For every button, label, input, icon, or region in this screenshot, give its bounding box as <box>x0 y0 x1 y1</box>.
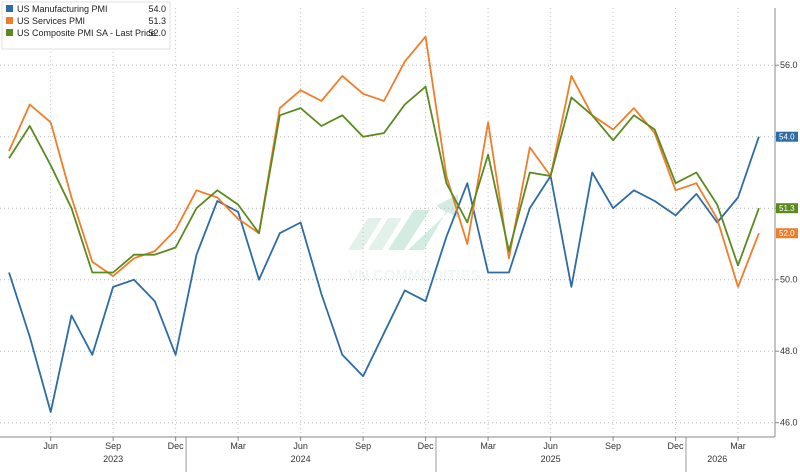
last-price-tag: 52.0 <box>776 228 798 239</box>
series-line-2 <box>8 35 760 288</box>
last-price-tag-bg <box>776 131 798 142</box>
last-price-tag: 51.3 <box>776 203 798 214</box>
last-price-tag: 54.0 <box>776 131 798 142</box>
y-tick-label: 50.0 <box>780 275 798 285</box>
series-line-3 <box>8 85 760 274</box>
y-tick-label: 56.0 <box>780 60 798 70</box>
last-price-tag-label: 54.0 <box>779 133 795 142</box>
x-tick-label: Dec <box>168 441 185 451</box>
watermark-text: VN COMMODITIES <box>348 267 481 284</box>
legend-series-value: 54.0 <box>148 4 166 14</box>
legend: US Manufacturing PMI 54.0 US Services PMI 5… <box>1 1 171 50</box>
x-tick-label: Sep <box>105 441 121 451</box>
watermark-logo: VN COMMODITIES <box>348 194 481 284</box>
legend-series-value: 52.0 <box>148 28 166 38</box>
x-tick-label: Sep <box>355 441 371 451</box>
x-tick-label: Dec <box>418 441 435 451</box>
last-price-tag-label: 51.3 <box>779 204 795 213</box>
x-tick-label: Jun <box>293 441 308 451</box>
x-tick-label: Mar <box>480 441 496 451</box>
x-tick-label: Jun <box>43 441 58 451</box>
x-tick-label: Sep <box>605 441 621 451</box>
y-tick-label: 46.0 <box>780 418 798 428</box>
last-price-tag-bg <box>776 203 798 214</box>
legend-series-value: 51.3 <box>148 16 166 26</box>
legend-box <box>1 1 171 50</box>
year-label: 2026 <box>707 454 727 464</box>
year-label: 2025 <box>541 454 561 464</box>
legend-series-name: US Composite PMI SA - Last Price <box>17 28 156 38</box>
legend-swatch <box>6 29 13 36</box>
y-tick-label: 48.0 <box>780 346 798 356</box>
legend-series-name: US Services PMI <box>17 16 85 26</box>
year-label: 2024 <box>291 454 311 464</box>
x-tick-label: Mar <box>730 441 746 451</box>
legend-swatch <box>6 5 13 12</box>
watermark-logo-mark <box>348 194 458 250</box>
legend-series-name: US Manufacturing PMI <box>17 4 108 14</box>
x-tick-label: Dec <box>668 441 685 451</box>
series-line-1 <box>8 136 760 413</box>
last-price-tag-label: 52.0 <box>779 229 795 238</box>
year-label: 2023 <box>103 454 123 464</box>
x-tick-label: Mar <box>230 441 246 451</box>
last-price-tag-bg <box>776 228 798 239</box>
x-tick-label: Jun <box>543 441 558 451</box>
legend-swatch <box>6 17 13 24</box>
